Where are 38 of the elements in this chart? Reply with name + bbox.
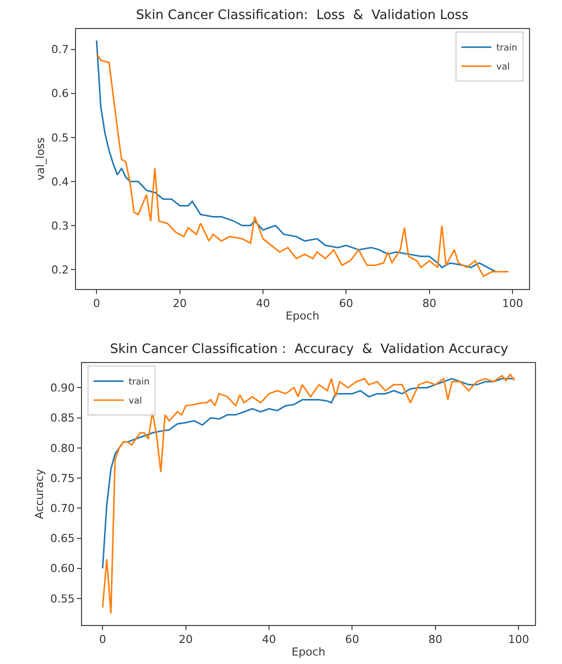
chart-title: Skin Cancer Classification : Accuracy & Validation Accuracy [110,342,508,357]
x-tick-label: 20 [172,297,187,310]
x-axis-title: Epoch [286,309,320,322]
x-tick-label: 40 [262,633,276,646]
y-tick-label: 0.60 [50,562,75,576]
legend-label: train [496,44,518,54]
y-tick-label: 0.6 [51,87,69,100]
legend-label: val [496,62,510,73]
y-axis-title: val_loss [34,137,47,181]
x-tick-label: 80 [422,297,436,310]
y-tick-label: 0.4 [51,175,69,188]
y-tick-label: 0.5 [51,131,69,144]
y-axis-title: Accuracy [32,468,46,520]
line-series [102,374,516,614]
x-tick-label: 20 [178,633,193,646]
x-tick-label: 60 [345,633,360,646]
y-tick-label: 0.75 [50,472,75,485]
y-tick-label: 0.2 [51,263,69,276]
y-tick-label: 0.3 [51,219,69,232]
x-tick-label: 80 [428,633,442,646]
x-tick-label: 100 [508,633,530,646]
y-tick-label: 0.80 [50,442,75,455]
y-tick-label: 0.85 [50,412,75,425]
x-tick-label: 0 [99,633,106,646]
legend-label: train [128,378,150,388]
x-axis-title: Epoch [292,645,326,658]
x-tick-label: 60 [339,297,354,310]
y-tick-label: 0.65 [50,532,75,546]
y-tick-label: 0.90 [50,382,75,395]
x-tick-label: 100 [502,297,524,310]
y-tick-label: 0.55 [50,592,75,606]
x-tick-label: 0 [93,297,100,310]
y-tick-label: 0.70 [50,502,75,515]
line-series [102,378,516,570]
legend-label: val [128,396,142,407]
chart-title: Skin Cancer Classification: Loss & Validation Loss [136,8,469,23]
y-tick-label: 0.7 [51,43,69,56]
x-tick-label: 40 [256,297,270,310]
